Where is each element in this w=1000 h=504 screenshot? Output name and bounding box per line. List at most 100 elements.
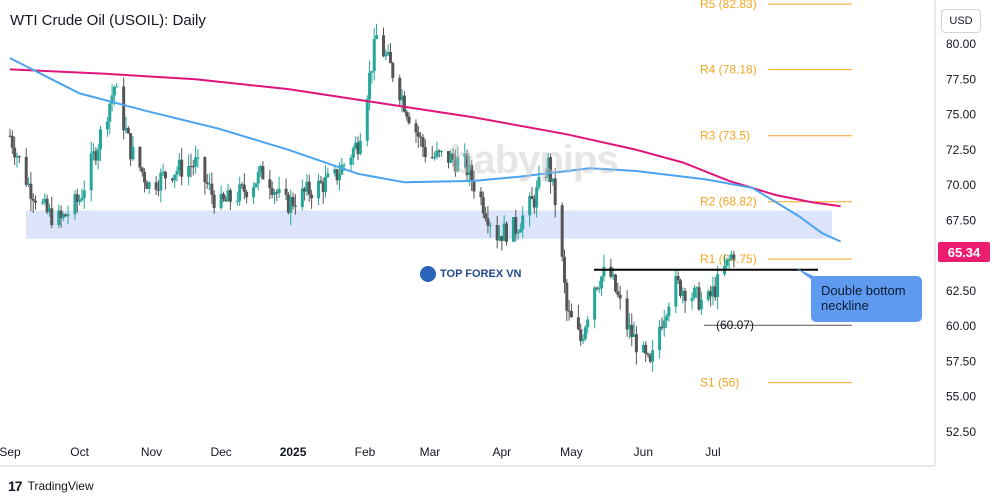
candle-body xyxy=(627,324,631,330)
candle-body xyxy=(472,180,476,192)
candle-body xyxy=(699,299,703,310)
candle-body xyxy=(138,146,142,168)
candle-body xyxy=(618,294,622,299)
candle-body xyxy=(690,297,694,301)
candle-body xyxy=(191,166,195,168)
candle-body xyxy=(504,223,508,242)
candle-body xyxy=(34,200,38,203)
candle-body xyxy=(511,217,515,242)
candle-body xyxy=(681,290,685,296)
pivot-label: R5 (82.83) xyxy=(700,0,757,11)
candle-body xyxy=(277,188,281,194)
candle-body xyxy=(388,52,392,64)
candle-body xyxy=(73,194,77,215)
candle-body xyxy=(419,136,423,138)
ma-blue-line xyxy=(9,57,842,243)
candle-body xyxy=(254,183,258,188)
candle-body xyxy=(611,274,615,277)
candle-body xyxy=(595,287,599,289)
candle-body xyxy=(140,167,144,173)
candle-body xyxy=(648,354,652,362)
candle-body xyxy=(189,166,193,168)
candle-body xyxy=(546,157,550,178)
candle-body xyxy=(27,183,31,185)
pivot-label: R4 (78.18) xyxy=(700,63,757,77)
candle-body xyxy=(402,95,406,112)
pivot-layer: R5 (82.83)R4 (78.18)R3 (73.5)R2 (68.82)R… xyxy=(700,0,852,390)
candle-body xyxy=(326,173,330,178)
candle-body xyxy=(683,290,687,301)
candle-body xyxy=(159,172,163,191)
candle-body xyxy=(713,286,717,298)
candle-body xyxy=(495,225,499,241)
candle-body xyxy=(730,254,734,259)
candle-body xyxy=(398,77,402,101)
candle-body xyxy=(644,344,648,354)
candle-body xyxy=(293,205,297,207)
candle-body xyxy=(593,287,597,320)
candle-body xyxy=(235,200,239,202)
candle-body xyxy=(66,214,70,217)
candle-body xyxy=(630,324,634,337)
candle-body xyxy=(500,235,504,241)
candle-body xyxy=(467,164,471,176)
candle-body xyxy=(658,326,662,351)
candle-body xyxy=(414,123,418,133)
candle-body xyxy=(551,178,555,182)
candle-body xyxy=(333,169,337,174)
candle-body xyxy=(560,205,564,257)
candle-body xyxy=(641,344,645,353)
candle-body xyxy=(29,183,33,199)
candle-body xyxy=(228,190,232,202)
candle-body xyxy=(129,133,133,160)
candle-body xyxy=(194,157,198,167)
candle-body xyxy=(711,286,715,297)
candle-body xyxy=(446,151,450,163)
candle-body xyxy=(180,159,184,177)
pivot-label: S1 (56) xyxy=(700,376,739,390)
candle-body xyxy=(651,350,655,362)
candle-body xyxy=(583,327,587,339)
candle-body xyxy=(646,353,650,355)
candle-body xyxy=(697,287,701,310)
candle-body xyxy=(678,280,682,296)
pivot-label: (60.07) xyxy=(716,318,754,332)
ma-layer xyxy=(9,57,842,243)
candle-body xyxy=(405,111,409,117)
candle-body xyxy=(177,159,181,171)
candle-body xyxy=(187,166,191,177)
candle-body xyxy=(270,188,274,195)
candle-body xyxy=(407,116,411,124)
candle-body xyxy=(291,196,295,206)
candle-body xyxy=(305,181,309,192)
candle-body xyxy=(321,182,325,193)
candle-body xyxy=(147,182,151,189)
candle-body xyxy=(602,266,606,277)
candle-body xyxy=(163,171,167,179)
candle-body xyxy=(340,164,344,175)
candle-body xyxy=(208,183,212,185)
candle-body xyxy=(272,192,276,195)
candle-body xyxy=(61,214,65,219)
candle-body xyxy=(196,157,200,159)
x-tick-label: Nov xyxy=(141,445,162,459)
candle-body xyxy=(676,275,680,281)
candle-body xyxy=(98,129,102,150)
candle-body xyxy=(579,329,583,341)
candle-body xyxy=(105,121,109,130)
candle-body xyxy=(706,291,710,300)
candle-body xyxy=(692,287,696,298)
candle-body xyxy=(238,184,242,201)
x-tick-label: 2025 xyxy=(280,445,307,459)
candle-body xyxy=(64,214,68,217)
currency-button[interactable]: USD xyxy=(941,9,981,33)
candle-body xyxy=(502,223,506,241)
candle-body xyxy=(59,210,63,219)
y-tick-label: 57.50 xyxy=(946,354,976,368)
candle-body xyxy=(319,180,323,183)
y-tick-label: 77.50 xyxy=(946,72,976,86)
candle-body xyxy=(143,172,147,183)
candle-body xyxy=(31,198,35,201)
candle-body xyxy=(586,319,590,328)
